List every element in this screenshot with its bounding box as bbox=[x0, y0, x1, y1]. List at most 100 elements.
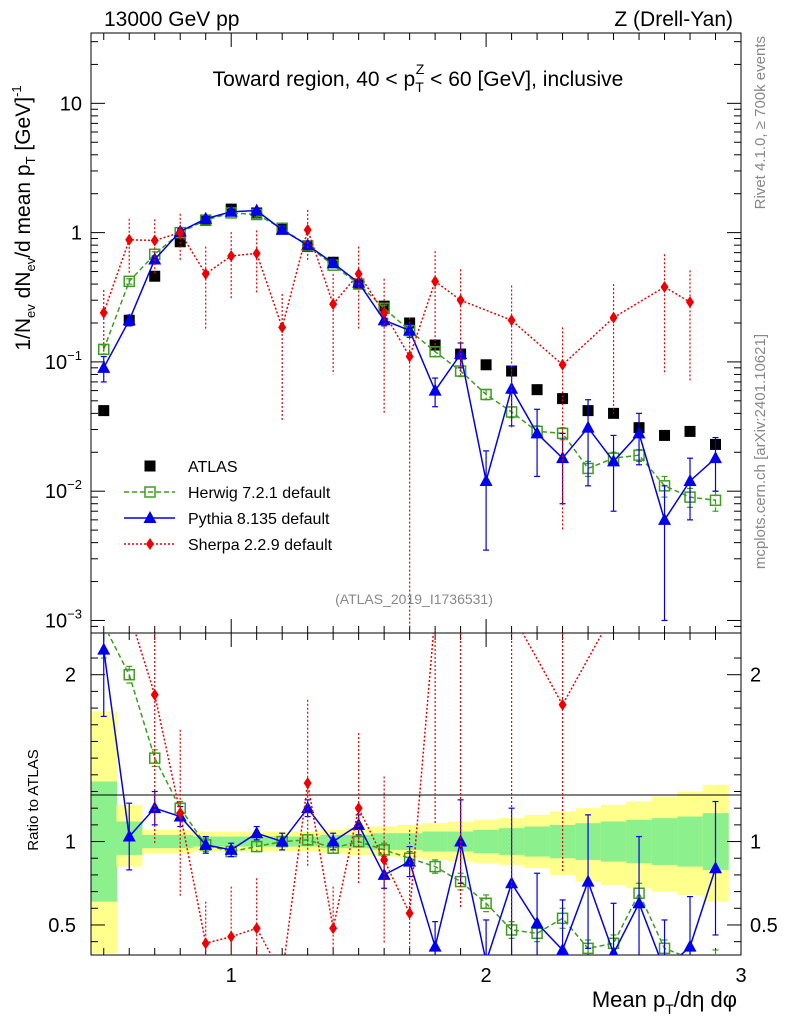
pythia-point bbox=[326, 256, 340, 269]
y-axis-label: 1/Nev dNev/d mean pT [GeV]-1 bbox=[9, 85, 38, 350]
pythia-ratio-point bbox=[97, 642, 111, 655]
pythia-ratio-point bbox=[454, 834, 468, 847]
herwig-point bbox=[123, 275, 135, 288]
legend-sherpa-marker bbox=[146, 538, 154, 550]
ratio-series-group bbox=[97, 633, 723, 955]
rivet-label: Rivet 4.1.0, ≥ 700k events bbox=[752, 36, 769, 209]
sherpa-point bbox=[456, 294, 465, 307]
ratio-band-green bbox=[473, 829, 500, 854]
analysis-tag: (ATLAS_2019_I1736531) bbox=[335, 591, 493, 607]
sherpa-ratio-point bbox=[354, 802, 363, 815]
herwig-point bbox=[97, 343, 110, 356]
sherpa-ratio-point bbox=[252, 922, 261, 935]
pythia-ratio-point bbox=[683, 939, 697, 952]
pythia-point bbox=[97, 360, 111, 373]
main-series-group bbox=[97, 203, 723, 633]
y-tick-label: 10 bbox=[60, 93, 82, 115]
pythia-point bbox=[148, 252, 162, 265]
pythia-point bbox=[479, 473, 493, 486]
pythia-point bbox=[658, 512, 672, 525]
y-tick-label: 10−3 bbox=[45, 606, 82, 632]
sherpa-point bbox=[405, 350, 414, 363]
sherpa-point bbox=[507, 314, 516, 327]
legend-atlas-marker bbox=[144, 460, 156, 472]
pythia-point bbox=[122, 313, 136, 326]
atlas-point bbox=[684, 425, 696, 437]
x-tick-label: 2 bbox=[481, 965, 492, 987]
atlas-point bbox=[98, 405, 110, 417]
ratio-tick-label-right: 2 bbox=[750, 665, 761, 687]
ratio-plot-frame bbox=[90, 632, 742, 956]
pythia-point bbox=[530, 426, 544, 439]
ratio-band-green bbox=[524, 826, 551, 857]
sherpa-point bbox=[227, 249, 236, 262]
sherpa-point bbox=[609, 311, 618, 324]
x-tick-label: 3 bbox=[735, 965, 746, 987]
header-left-label: 13000 GeV pp bbox=[104, 8, 239, 31]
header-right-label: Z (Drell-Yan) bbox=[614, 8, 733, 31]
pythia-point bbox=[683, 473, 697, 486]
legend-atlas-label: ATLAS bbox=[188, 459, 238, 476]
legend: ATLAS Herwig 7.2.1 default Pythia 8.135 de… bbox=[124, 459, 333, 554]
axis-ticks: 1 2 3 10−3 10−2 10−1 1 10 0.5 0.5 1 1 2 2 bbox=[45, 33, 778, 987]
sherpa-ratio-point bbox=[380, 853, 389, 866]
atlas-point bbox=[531, 384, 543, 396]
legend-herwig-label: Herwig 7.2.1 default bbox=[188, 485, 331, 502]
pythia-point bbox=[250, 203, 264, 216]
herwig-ratio-point bbox=[480, 897, 492, 910]
sherpa-ratio-point bbox=[176, 807, 185, 820]
ratio-tick-label-left: 1 bbox=[65, 832, 76, 854]
atlas-point bbox=[149, 270, 161, 282]
pythia-ratio-point bbox=[608, 946, 619, 955]
legend-pythia-label: Pythia 8.135 default bbox=[188, 511, 330, 528]
sherpa-point bbox=[558, 358, 567, 371]
ratio-tick-label-left: 2 bbox=[65, 665, 76, 687]
pythia-point bbox=[607, 454, 621, 467]
plot-title: Toward region, 40 < pTZ < 60 [GeV], incl… bbox=[213, 61, 624, 95]
ratio-band-green bbox=[677, 816, 704, 867]
ratio-band-green bbox=[218, 836, 245, 847]
ratio-tick-label-right: 0.5 bbox=[750, 915, 778, 937]
legend-herwig-marker bbox=[144, 486, 156, 498]
ratio-band-green bbox=[422, 831, 449, 852]
pythia-ratio-point bbox=[403, 854, 417, 867]
ratio-tick-label-left: 0.5 bbox=[48, 915, 76, 937]
sherpa-ratio-point bbox=[558, 698, 567, 711]
sherpa-point bbox=[329, 298, 338, 311]
sherpa-point bbox=[150, 234, 159, 247]
herwig-ratio-point bbox=[250, 840, 263, 853]
y-tick-label: 10−1 bbox=[45, 348, 82, 374]
sherpa-ratio-line bbox=[134, 633, 604, 955]
pythia-ratio-point bbox=[199, 837, 213, 850]
ratio-band-green bbox=[600, 821, 627, 862]
sherpa-ratio-point bbox=[405, 907, 414, 920]
x-tick-label: 1 bbox=[226, 965, 237, 987]
sherpa-point bbox=[660, 280, 669, 293]
pythia-point bbox=[632, 426, 646, 439]
pythia-point bbox=[352, 275, 366, 288]
pythia-point bbox=[403, 323, 417, 336]
y-tick-label: 1 bbox=[71, 223, 82, 245]
sherpa-point bbox=[125, 233, 134, 246]
sherpa-point bbox=[431, 275, 440, 288]
sherpa-point bbox=[278, 321, 287, 334]
atlas-point bbox=[557, 393, 569, 405]
y-tick-label: 10−2 bbox=[45, 477, 82, 503]
pythia-ratio-point bbox=[224, 842, 238, 855]
pythia-ratio-point bbox=[275, 834, 289, 847]
pythia-point bbox=[199, 211, 213, 224]
pythia-ratio-point bbox=[556, 942, 570, 955]
pythia-point bbox=[301, 238, 315, 251]
ratio-y-axis-label: Ratio to ATLAS bbox=[25, 749, 42, 850]
pythia-ratio-point bbox=[632, 896, 646, 909]
ratio-band-green bbox=[396, 833, 423, 850]
pythia-ratio-point bbox=[148, 801, 162, 814]
sherpa-point bbox=[380, 306, 389, 319]
herwig-point bbox=[429, 345, 441, 358]
sherpa-point bbox=[99, 306, 108, 319]
pythia-ratio-point bbox=[122, 829, 136, 842]
sherpa-ratio-point bbox=[227, 930, 236, 943]
sherpa-ratio-point bbox=[150, 688, 159, 701]
sherpa-ratio-point bbox=[329, 922, 338, 935]
